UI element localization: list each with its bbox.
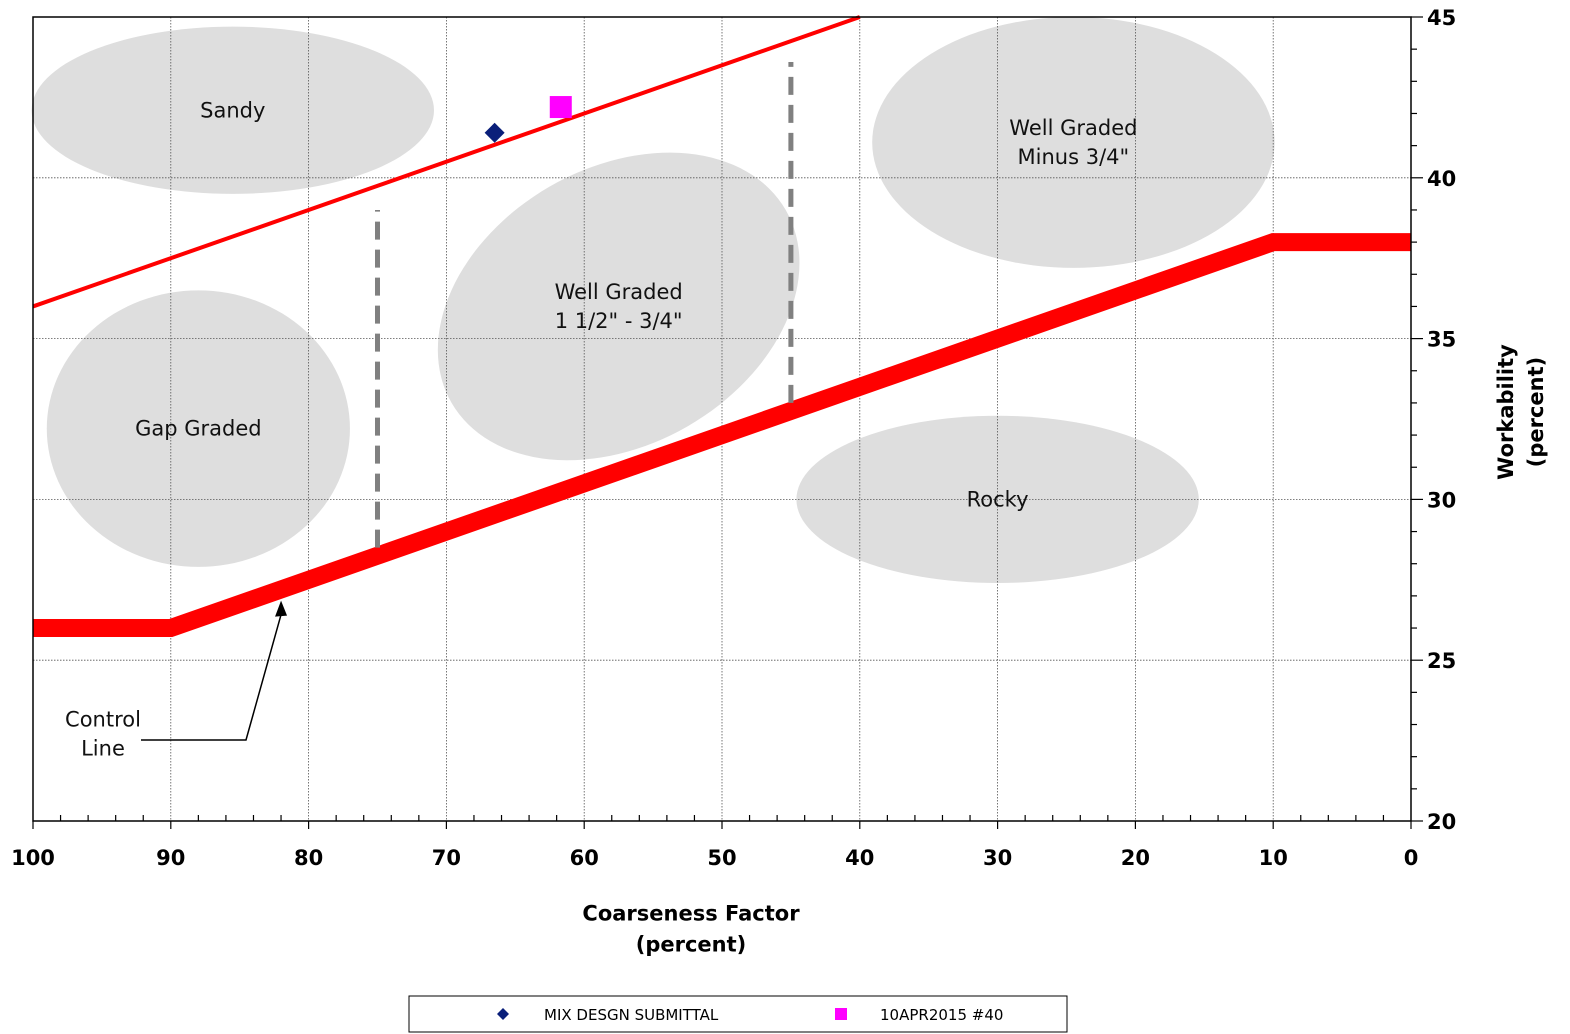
y-tick-label: 40 xyxy=(1427,167,1456,191)
annotation-arrowhead xyxy=(275,600,288,617)
zone-label-line: Gap Graded xyxy=(135,417,262,441)
legend-box xyxy=(408,995,1068,1033)
x-tick-label: 10 xyxy=(1259,846,1288,870)
y-axis-title: Workability (percent) xyxy=(1494,344,1548,480)
zone-ellipse xyxy=(872,16,1275,268)
lines-layer xyxy=(32,15,1411,638)
zone-label-line: 1 1/2" - 3/4" xyxy=(555,309,683,333)
x-axis-title: Coarseness Factor (percent) xyxy=(582,902,800,957)
y-tick-label: 45 xyxy=(1427,6,1456,30)
axis-titles: Coarseness Factor (percent)Workability (pe… xyxy=(582,344,1548,957)
zone-label-line: Well Graded xyxy=(555,280,683,304)
zone-boundaries xyxy=(375,62,794,548)
control-line-annotation-line: Line xyxy=(81,737,125,761)
zones-layer xyxy=(31,16,1275,584)
zone-ellipse xyxy=(437,152,800,461)
zone-label: Gap Graded xyxy=(135,417,262,441)
zone-ellipse xyxy=(796,415,1199,584)
legend-label-mix-design: MIX DESGN SUBMITTAL xyxy=(544,1006,719,1024)
data-points xyxy=(484,96,572,143)
legend-square-marker xyxy=(835,1008,847,1020)
y-tick-label: 35 xyxy=(1427,328,1456,352)
x-tick-label: 30 xyxy=(983,846,1012,870)
zone-ellipse xyxy=(46,290,350,567)
annotations: Control Line xyxy=(65,600,288,761)
legend-diamond-marker xyxy=(497,1008,509,1020)
zone-label: Well Graded 1 1/2" - 3/4" xyxy=(555,280,683,333)
zone-ellipse xyxy=(31,26,434,194)
data-point-square xyxy=(549,96,572,119)
zone-label: Well Graded Minus 3/4" xyxy=(1009,116,1137,169)
data-point-diamond xyxy=(484,122,505,143)
y-tick-label: 30 xyxy=(1427,488,1456,512)
x-tick-label: 40 xyxy=(845,846,874,870)
control-line xyxy=(33,233,1411,638)
x-tick-label: 100 xyxy=(11,846,55,870)
x-axis-title-line: Coarseness Factor xyxy=(582,902,800,926)
x-tick-label: 80 xyxy=(294,846,323,870)
legend-label-sample: 10APR2015 #40 xyxy=(880,1006,1003,1024)
x-tick-label: 50 xyxy=(707,846,736,870)
x-tick-label: 70 xyxy=(432,846,461,870)
control-line-annotation: Control Line xyxy=(65,708,141,761)
y-axis-title-line: (percent) xyxy=(1524,357,1548,468)
y-tick-label: 20 xyxy=(1427,810,1456,834)
control-line-annotation-line: Control xyxy=(65,708,141,732)
y-axis-title-line: Workability xyxy=(1494,344,1518,480)
x-tick-label: 20 xyxy=(1121,846,1150,870)
y-tick-label: 25 xyxy=(1427,649,1456,673)
annotation-leader-line xyxy=(141,614,282,741)
upper-limit-line xyxy=(32,15,861,309)
zone-label: Rocky xyxy=(967,487,1029,511)
x-tick-label: 0 xyxy=(1404,846,1419,870)
legend: MIX DESGN SUBMITTAL 10APR2015 #40 xyxy=(408,995,1068,1033)
x-tick-label: 60 xyxy=(570,846,599,870)
zone-label-line: Rocky xyxy=(967,487,1029,511)
x-axis-title-line: (percent) xyxy=(636,933,747,957)
gridlines xyxy=(33,17,1411,821)
zone-label-line: Minus 3/4" xyxy=(1018,145,1130,169)
zone-label: Sandy xyxy=(200,98,265,122)
zone-label-line: Well Graded xyxy=(1009,116,1137,140)
zone-label-line: Sandy xyxy=(200,98,265,122)
x-tick-label: 90 xyxy=(156,846,185,870)
